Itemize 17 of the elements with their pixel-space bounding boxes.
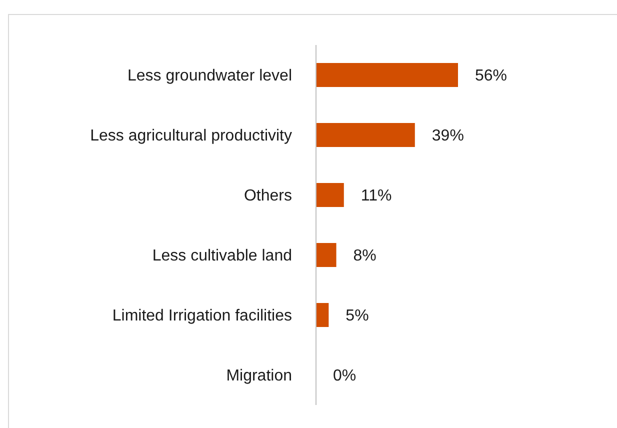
data-label: 5% xyxy=(346,308,369,325)
data-label: 8% xyxy=(353,248,376,265)
bar xyxy=(316,63,458,87)
y-tick-label: Others xyxy=(244,188,292,205)
y-tick-label: Limited Irrigation facilities xyxy=(112,308,292,325)
data-label: 39% xyxy=(432,128,464,145)
bar xyxy=(316,303,329,327)
y-tick-label: Less cultivable land xyxy=(152,248,292,265)
bar xyxy=(316,243,336,267)
bar xyxy=(316,123,415,147)
y-tick-label: Less agricultural productivity xyxy=(90,128,292,145)
y-tick-label: Migration xyxy=(226,368,292,385)
data-label: 0% xyxy=(333,368,356,385)
bar xyxy=(316,183,344,207)
data-label: 56% xyxy=(475,68,508,85)
y-tick-label: Less groundwater level xyxy=(127,68,292,85)
data-label: 11% xyxy=(360,188,392,205)
